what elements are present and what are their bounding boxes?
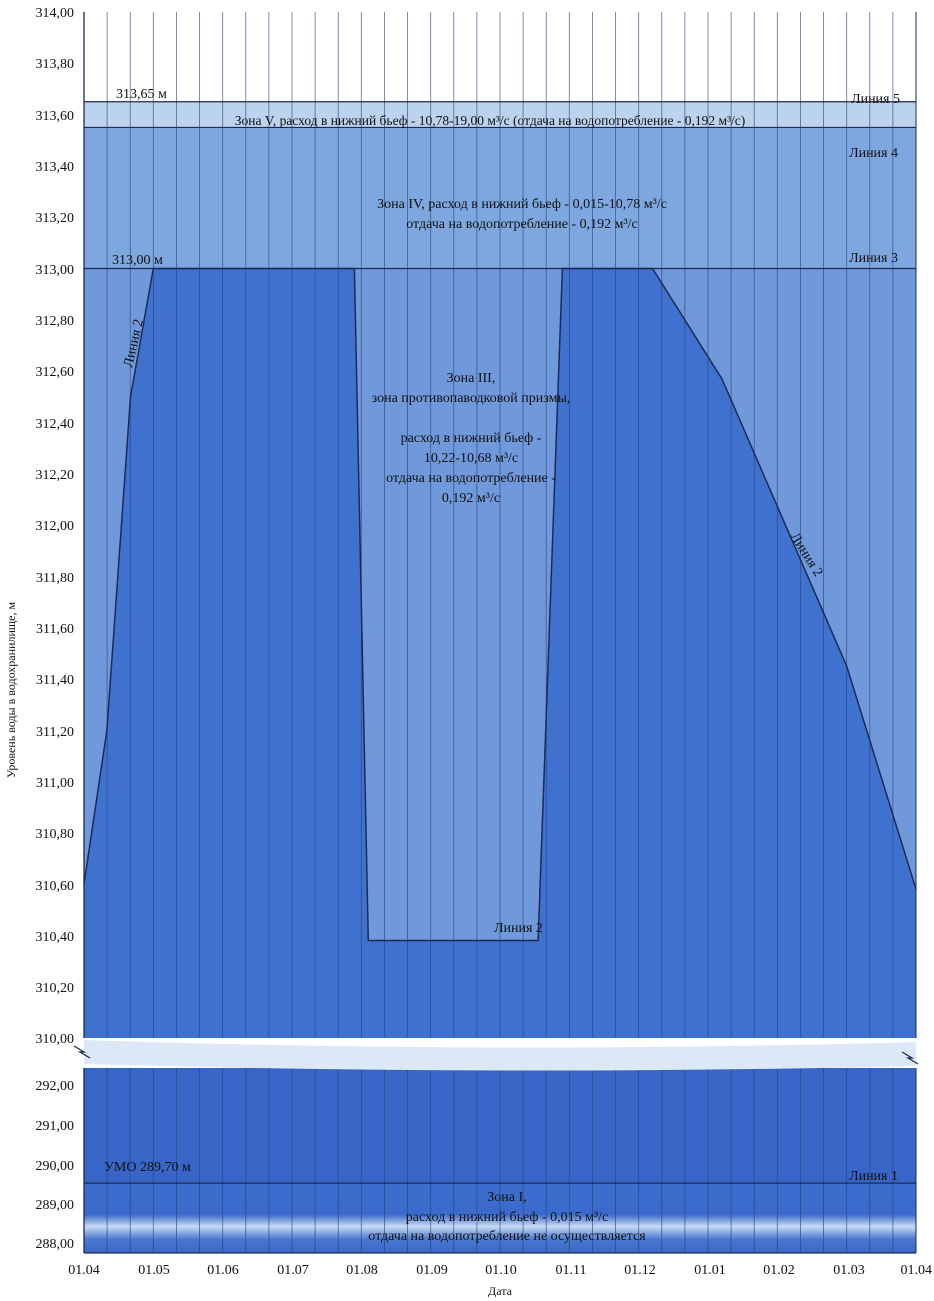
zone-1-text-line-2: расход в нижний бьеф - 0,015 м³/с <box>406 1210 608 1225</box>
vertical-gridlines <box>106 12 894 1253</box>
y-tick-label: 311,00 <box>36 776 74 791</box>
line-5-label: Линия 5 <box>851 92 900 107</box>
y-tick-label: 313,60 <box>36 109 75 124</box>
y-tick-label: 313,40 <box>36 160 75 175</box>
y-tick-label: 312,00 <box>36 519 75 534</box>
level-label-313-00: 313,00 м <box>112 253 163 268</box>
level-label-umo: УМО 289,70 м <box>104 1160 191 1175</box>
x-tick-label: 01.08 <box>346 1263 378 1278</box>
line-2-label-bottom: Линия 2 <box>494 921 543 936</box>
y-tick-label: 312,60 <box>36 365 75 380</box>
axis-break-mark-right <box>901 1051 919 1065</box>
x-tick-label: 01.05 <box>138 1263 170 1278</box>
y-axis-title: Уровень воды в водохранилище, м <box>4 602 18 779</box>
x-tick-label: 01.02 <box>763 1263 795 1278</box>
y-tick-label: 314,00 <box>36 6 75 21</box>
zone-3-text-line-6: отдача на водопотребление - <box>386 471 556 486</box>
x-tick-label: 01.11 <box>556 1263 587 1278</box>
x-tick-label: 01.09 <box>416 1263 448 1278</box>
y-tick-label: 290,00 <box>36 1159 75 1174</box>
y-tick-label: 289,00 <box>36 1198 75 1213</box>
zone-5-text: Зона V, расход в нижний бьеф - 10,78-19,… <box>235 113 746 128</box>
x-tick-label: 01.07 <box>277 1263 309 1278</box>
x-tick-label: 01.10 <box>485 1263 517 1278</box>
y-tick-label: 288,00 <box>36 1237 75 1252</box>
line-1-label: Линия 1 <box>849 1169 898 1184</box>
x-tick-label: 01.06 <box>207 1263 239 1278</box>
line-2 <box>83 267 917 942</box>
y-tick-label: 313,80 <box>36 57 75 72</box>
x-axis-title: Дата <box>488 1284 513 1298</box>
y-tick-label: 311,20 <box>36 725 74 740</box>
axis-break-band <box>84 1040 916 1071</box>
x-axis-ticks: 01.04 01.05 01.06 01.07 01.08 01.09 01.1… <box>68 1263 932 1278</box>
y-tick-label: 311,40 <box>36 673 74 688</box>
line-4-label: Линия 4 <box>849 146 898 161</box>
level-label-313-65: 313,65 м <box>116 87 167 102</box>
chart-frame <box>83 12 917 1254</box>
x-tick-label: 01.04 <box>901 1263 933 1278</box>
zone-3-text-line-2: зона противопаводковой призмы, <box>372 391 571 406</box>
y-axis-upper-ticks: 314,00 313,80 313,60 313,40 313,20 313,0… <box>36 6 75 1047</box>
y-tick-label: 311,80 <box>36 571 74 586</box>
y-tick-label: 310,40 <box>36 930 75 945</box>
x-tick-label: 01.01 <box>694 1263 726 1278</box>
axis-break <box>73 1040 919 1071</box>
y-tick-label: 310,80 <box>36 827 75 842</box>
y-tick-label: 312,40 <box>36 417 75 432</box>
y-axis-lower-ticks: 292,00 291,00 290,00 289,00 288,00 <box>36 1079 75 1252</box>
y-tick-label: 291,00 <box>36 1119 75 1134</box>
y-tick-label: 312,20 <box>36 468 75 483</box>
y-tick-label: 310,60 <box>36 879 75 894</box>
zone-1-text-line-1: Зона I, <box>487 1190 526 1205</box>
y-tick-label: 310,00 <box>36 1032 75 1047</box>
line-2-series <box>83 267 917 942</box>
zone-3-text-line-5: 10,22-10,68 м³/с <box>424 451 518 466</box>
y-tick-label: 313,20 <box>36 211 75 226</box>
zone-4-text-line-1: Зона IV, расход в нижний бьеф - 0,015-10… <box>377 197 667 212</box>
x-tick-label: 01.04 <box>68 1263 100 1278</box>
axis-break-mark-left <box>73 1045 91 1059</box>
y-tick-label: 311,60 <box>36 622 74 637</box>
zone-3-text-line-7: 0,192 м³/с <box>442 491 500 506</box>
zone-1-text-line-3: отдача на водопотребление не осуществляе… <box>368 1229 646 1244</box>
y-tick-label: 310,20 <box>36 981 75 996</box>
y-tick-label: 292,00 <box>36 1079 75 1094</box>
y-tick-label: 312,80 <box>36 314 75 329</box>
zone-3-text-line-4: расход в нижний бьеф - <box>401 431 542 446</box>
zone-4-text-line-2: отдача на водопотребление - 0,192 м³/с <box>406 217 638 232</box>
zone-3-text-line-1: Зона III, <box>447 371 496 386</box>
x-tick-label: 01.03 <box>833 1263 865 1278</box>
x-tick-label: 01.12 <box>624 1263 656 1278</box>
y-tick-label: 313,00 <box>36 263 75 278</box>
line-3-label: Линия 3 <box>849 251 898 266</box>
